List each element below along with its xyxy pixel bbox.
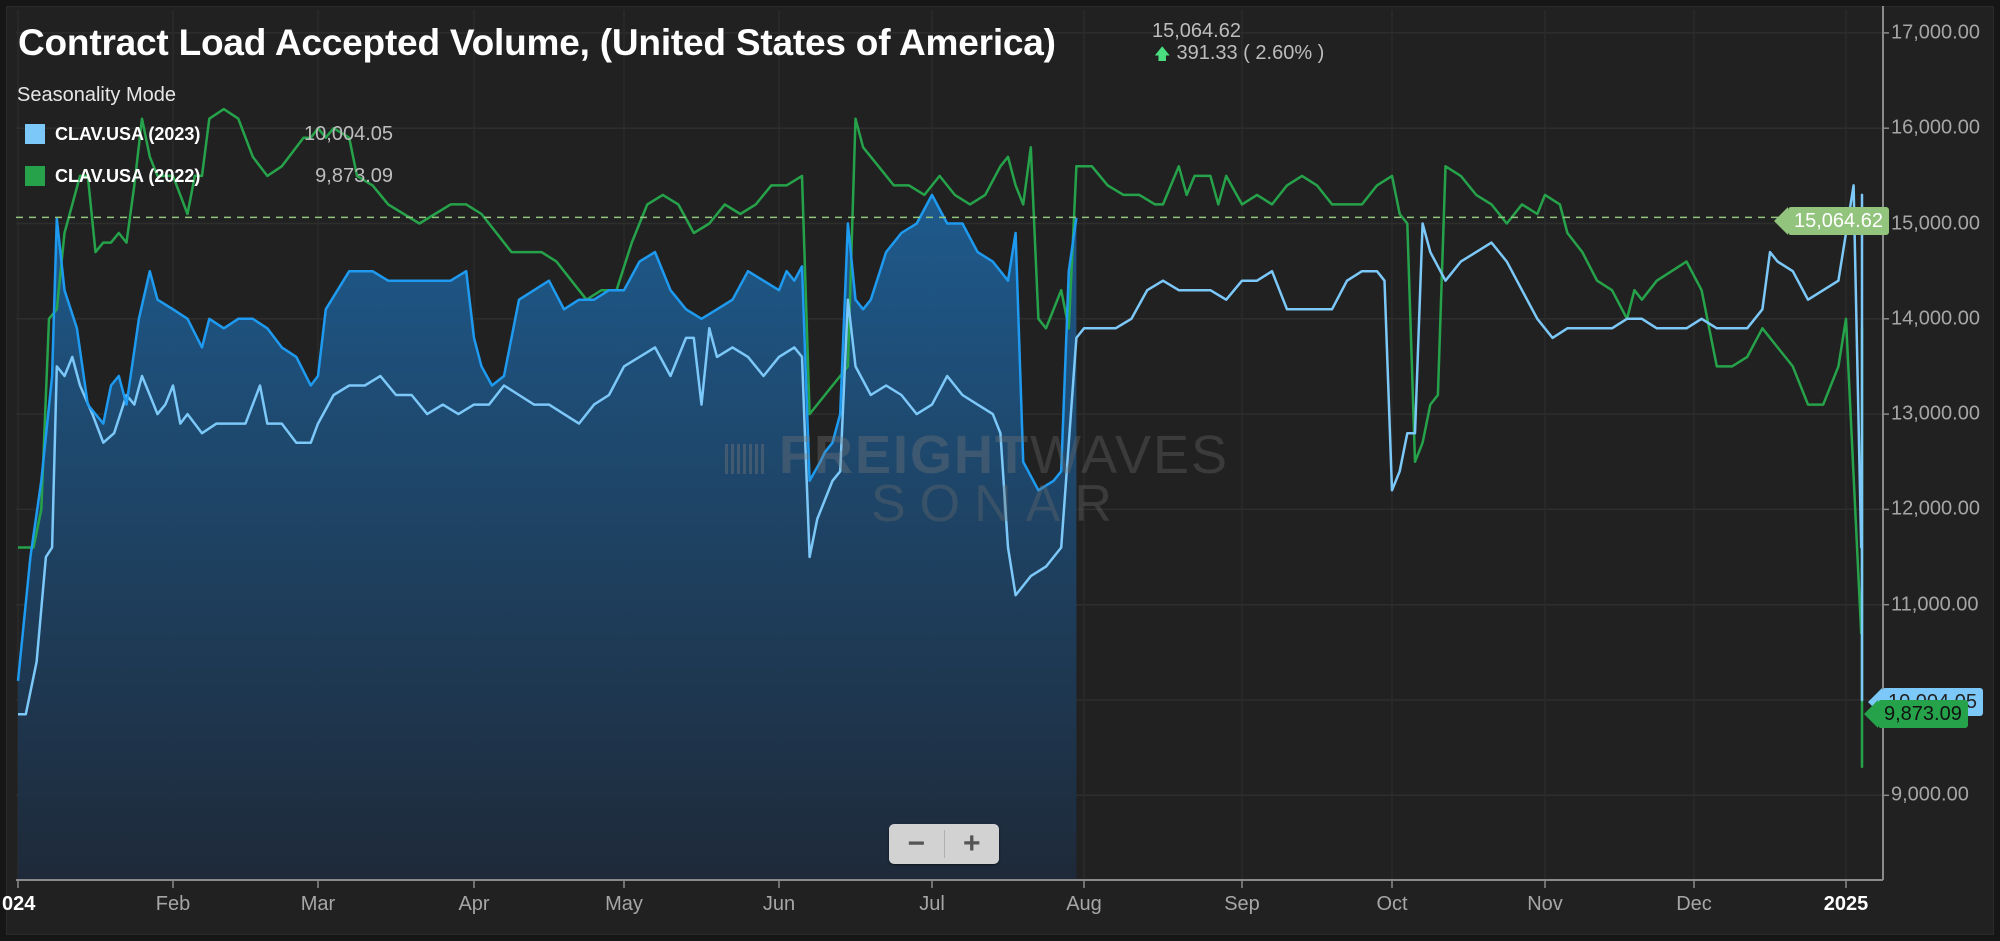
y-tick-label: 13,000.00: [1891, 402, 1980, 425]
legend-item-2023[interactable]: CLAV.USA (2023) 10,004.05: [25, 121, 393, 147]
legend-swatch-2022: [25, 166, 45, 186]
legend-item-2022[interactable]: CLAV.USA (2022) 9,873.09: [25, 163, 393, 189]
x-tick-label: Feb: [155, 893, 191, 915]
zoom-controls: − +: [889, 824, 999, 864]
axes: [16, 6, 1889, 888]
current-series-area: [18, 194, 1077, 880]
arrow-up-icon: 🡅: [1154, 46, 1171, 63]
x-tick-label: Aug: [1066, 893, 1102, 915]
x-tick-label: Dec: [1676, 893, 1712, 915]
x-tick-label: Jul: [919, 893, 945, 915]
y-tick-label: 15,000.00: [1891, 212, 1980, 234]
legend-value: 10,004.05: [304, 122, 393, 145]
y-tick-label: 14,000.00: [1891, 307, 1980, 330]
legend-swatch-2023: [25, 124, 45, 144]
y-tick-label: 11,000.00: [1891, 593, 1979, 616]
gridlines: [16, 10, 1883, 880]
y-tick-label: 9,000.00: [1891, 783, 1969, 806]
y-tick-label: 12,000.00: [1891, 497, 1980, 520]
legend-value: 9,873.09: [315, 164, 393, 187]
change-value: 391.33 ( 2.60% ): [1176, 42, 1325, 64]
x-tick-label: Apr: [458, 893, 490, 915]
x-tick-label: Sep: [1224, 893, 1260, 915]
change-indicator: 🡅 391.33 ( 2.60% ): [1154, 42, 1324, 66]
last-value: 15,064.62: [1152, 20, 1241, 42]
legend-name: CLAV.USA (2022): [55, 165, 201, 186]
x-tick-label: Jun: [762, 893, 796, 915]
y-tick-label: 16,000.00: [1891, 116, 1980, 139]
zoom-in-button[interactable]: +: [962, 827, 981, 860]
x-tick-label: May: [605, 893, 643, 915]
zoom-out-button[interactable]: −: [907, 827, 926, 860]
x-tick-label: 2025: [1823, 893, 1869, 915]
current-price-tag: 15,064.62: [1774, 207, 1889, 235]
x-tick-label: Nov: [1527, 893, 1563, 915]
seasonality-mode-label: Seasonality Mode: [17, 84, 176, 106]
legend-name: CLAV.USA (2023): [55, 123, 201, 144]
price-tag-2022: 9,873.09: [1864, 700, 1968, 728]
y-tick-label: 17,000.00: [1891, 21, 1980, 44]
series-lines: [16, 107, 1864, 768]
x-tick-label: Mar: [300, 893, 336, 915]
x-tick-label: 024: [2, 893, 36, 915]
x-tick-label: Oct: [1376, 893, 1408, 915]
zoom-separator: [943, 830, 945, 858]
chart-title: Contract Load Accepted Volume, (United S…: [18, 22, 1056, 63]
